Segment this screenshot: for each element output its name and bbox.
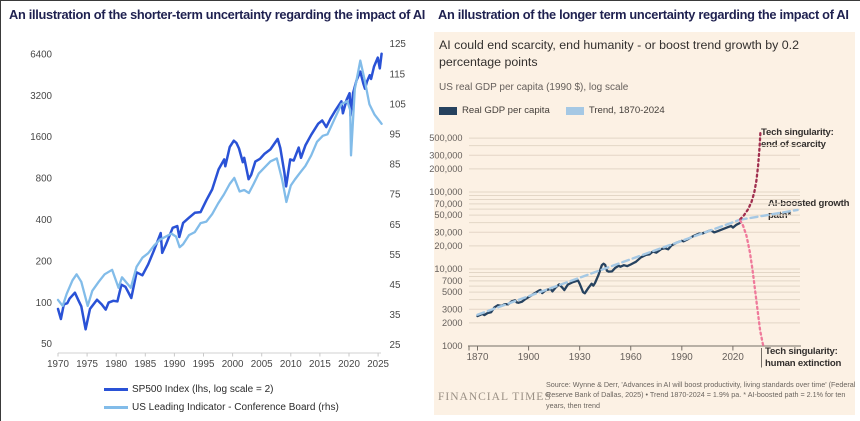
x-tick-label: 2005 xyxy=(251,359,273,370)
legend-label-trend: Trend, 1870-2024 xyxy=(588,105,665,116)
ft-legend: Real GDP per capita Trend, 1870-2024 xyxy=(439,105,665,116)
x-tick-label: 2015 xyxy=(309,359,331,370)
sp500-line-swatch xyxy=(104,388,128,391)
source-note: Source: Wynne & Derr, 'Advances in AI wi… xyxy=(546,380,856,410)
y-left-tick-label: 1600 xyxy=(30,132,52,143)
legend-item-sp500: SP500 Index (lhs, log scale = 2) xyxy=(104,384,273,395)
legend-label-real-gdp: Real GDP per capita xyxy=(462,105,550,116)
right-chart-subtitle: AI could end scarcity, end humanity - or… xyxy=(439,38,799,69)
y-right-tick-label: 115 xyxy=(390,69,406,80)
y-left-tick-label: 800 xyxy=(36,174,53,185)
legend-item-leading-indicator: US Leading Indicator - Conference Board … xyxy=(104,402,339,413)
y-left-tick-label: 3200 xyxy=(30,91,52,102)
financial-times-logo: FINANCIAL TIMES xyxy=(438,391,552,403)
y-left-tick-label: 100 xyxy=(36,298,53,309)
left-chart-title: An illustration of the shorter-term unce… xyxy=(9,7,426,22)
x-tick-label: 2010 xyxy=(280,359,302,370)
y-right-tick-label: 25 xyxy=(390,340,401,351)
y-right-tick-label: 85 xyxy=(390,160,401,171)
annotation-line: end of scarcity xyxy=(761,138,826,150)
y-left-tick-label: 400 xyxy=(36,215,53,226)
y-right-tick-label: 105 xyxy=(390,99,407,110)
trend-swatch xyxy=(565,106,584,115)
legend-item-real-gdp: Real GDP per capita xyxy=(439,105,550,116)
y-right-tick-label: 125 xyxy=(390,39,407,50)
y-right-tick-label: 75 xyxy=(390,190,401,201)
x-tick-label: 1985 xyxy=(134,359,156,370)
legend-label-sp500: SP500 Index (lhs, log scale = 2) xyxy=(132,384,274,395)
sp500-line xyxy=(56,52,383,331)
y-left-tick-label: 50 xyxy=(41,339,52,350)
legend-label-leading-indicator: US Leading Indicator - Conference Board … xyxy=(132,402,339,413)
annotation-line: human extinction xyxy=(765,357,842,369)
x-tick-label: 1995 xyxy=(193,359,215,370)
annotation-line: Tech singularity: xyxy=(765,346,838,357)
y-left-tick-label: 200 xyxy=(36,256,53,267)
annotation-end-of-scarcity: Tech singularity: end of scarcity xyxy=(761,127,834,150)
x-tick-label: 2000 xyxy=(222,359,244,370)
annotation-human-extinction: Tech singularity: human extinction xyxy=(765,346,841,369)
leading-indicator-line-swatch xyxy=(104,406,128,409)
legend-item-trend: Trend, 1870-2024 xyxy=(565,105,665,116)
y-right-tick-label: 65 xyxy=(390,220,401,231)
x-tick-label: 1970 xyxy=(47,359,69,370)
y-left-tick-label: 6400 xyxy=(30,49,52,60)
x-tick-label: 1990 xyxy=(164,359,186,370)
x-tick-label: 2025 xyxy=(367,359,389,370)
annotation-line: path* xyxy=(768,209,791,221)
x-tick-label: 1980 xyxy=(105,359,127,370)
y-right-tick-label: 45 xyxy=(390,280,401,291)
annotation-ai-boosted-path: AI-boosted growth path* xyxy=(768,198,850,221)
y-axis-note: US real GDP per capita (1990 $), log sca… xyxy=(439,82,629,93)
y-right-tick-label: 35 xyxy=(390,310,401,321)
right-chart-title: An illustration of the longer term uncer… xyxy=(438,7,849,22)
real-gdp-swatch xyxy=(439,106,457,115)
x-tick-label: 1975 xyxy=(76,359,98,370)
annotation-line: Tech singularity: xyxy=(761,127,834,138)
annotation-line: AI-boosted growth xyxy=(768,198,850,209)
x-tick-label: 2020 xyxy=(338,359,360,370)
y-right-tick-label: 95 xyxy=(390,130,401,141)
y-right-tick-label: 55 xyxy=(390,250,401,261)
leading-indicator-line xyxy=(56,59,383,308)
